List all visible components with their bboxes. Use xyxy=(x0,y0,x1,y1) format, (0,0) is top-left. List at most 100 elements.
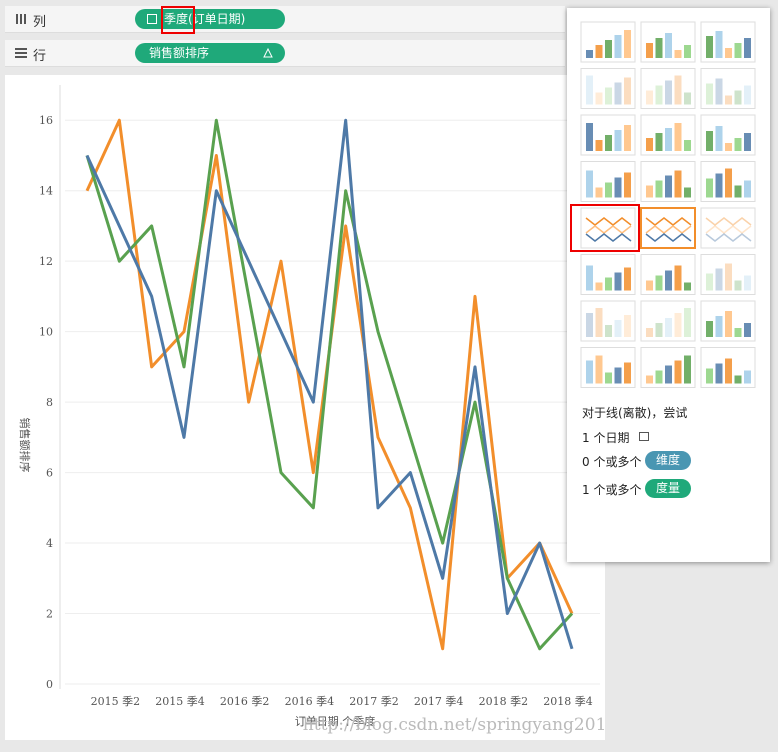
thumb-shape xyxy=(624,125,631,151)
rows-shelf[interactable]: 行 销售额排序 xyxy=(5,40,565,67)
thumbnail xyxy=(640,68,696,109)
thumb-shape xyxy=(586,170,593,198)
thumb-shape xyxy=(605,40,612,58)
thumb-shape xyxy=(684,187,691,198)
thumb-shape xyxy=(674,360,682,384)
thumbnail xyxy=(580,207,636,249)
thumb-shape xyxy=(706,131,713,151)
icon xyxy=(639,432,649,441)
thumb-shape xyxy=(614,320,622,337)
measure-tag: 度量 xyxy=(645,479,691,498)
thumb-shape xyxy=(725,168,732,198)
y-tick-label: 10 xyxy=(39,326,53,339)
pill[interactable]: 销售额排序 xyxy=(135,43,285,63)
thumb-shape xyxy=(744,133,751,151)
thumb-shape xyxy=(614,35,622,58)
thumb-shape xyxy=(674,265,682,291)
thumb-shape xyxy=(586,75,593,105)
thumb-shape xyxy=(734,138,742,151)
y-tick-label: 6 xyxy=(46,467,53,480)
x-tick-label: 2018 季4 xyxy=(543,695,593,708)
thumb-shape xyxy=(706,178,713,198)
requirement: 1 个或多个 xyxy=(582,483,642,497)
shelf-label: 行 xyxy=(33,49,47,64)
thumb-shape xyxy=(655,323,663,337)
thumb-shape xyxy=(734,43,742,58)
thumb-shape xyxy=(706,36,713,58)
thumb-shape xyxy=(684,140,691,151)
thumb-line xyxy=(645,217,692,226)
selection xyxy=(570,204,640,252)
chart: 销售额排序 订单日期 个季度 http://blog.csdn.net/spri… xyxy=(5,75,605,740)
highlight xyxy=(161,6,195,34)
thumb-shape xyxy=(734,328,742,337)
requirement: 0 个或多个 xyxy=(582,455,642,469)
thumb-shape xyxy=(674,75,682,105)
thumb-shape xyxy=(605,135,612,151)
thumb-shape xyxy=(744,275,751,291)
thumb-shape xyxy=(614,367,622,384)
thumb-shape xyxy=(614,82,622,105)
thumb-shape xyxy=(725,358,732,384)
thumb-shape xyxy=(715,173,723,198)
y-tick-label: 16 xyxy=(39,114,53,127)
thumbnail xyxy=(640,300,696,342)
thumb-shape xyxy=(586,50,593,58)
thumbnail xyxy=(580,68,636,109)
thumb-shape xyxy=(614,177,622,198)
columns-shelf[interactable]: 列 季度(订单日期) xyxy=(5,6,565,34)
y-tick-label: 12 xyxy=(39,255,53,268)
thumb-shape xyxy=(586,360,593,384)
thumb-shape xyxy=(655,85,663,105)
pill[interactable]: 季度(订单日期) xyxy=(135,6,285,34)
thumb-shape xyxy=(684,92,691,105)
thumb-shape xyxy=(586,123,593,151)
x-tick-label: 2015 季4 xyxy=(155,695,205,708)
y-axis-title: 销售额排序 xyxy=(18,418,32,473)
thumb-shape xyxy=(674,313,682,337)
thumb-shape xyxy=(684,45,691,58)
thumbnail xyxy=(700,68,756,109)
icon xyxy=(263,48,273,58)
y-tick-label: 0 xyxy=(46,678,53,691)
thumb-shape xyxy=(734,185,742,198)
thumb-shape xyxy=(706,368,713,384)
thumb-shape xyxy=(595,92,603,105)
thumb-shape xyxy=(744,180,751,198)
thumb-line xyxy=(585,217,632,226)
thumb-shape xyxy=(655,38,663,58)
thumb-shape xyxy=(595,45,603,58)
selection xyxy=(640,207,696,249)
thumb-shape xyxy=(715,126,723,151)
thumb-shape xyxy=(655,180,663,198)
thumb-shape xyxy=(744,85,751,105)
series-line xyxy=(85,118,574,650)
y-tick-label: 8 xyxy=(46,396,53,409)
thumb-shape xyxy=(706,83,713,105)
thumbnail xyxy=(700,207,756,249)
thumb-shape xyxy=(614,130,622,151)
thumb-shape xyxy=(674,50,682,58)
thumb-shape xyxy=(665,365,672,384)
thumb-shape xyxy=(674,170,682,198)
thumb-shape xyxy=(646,90,653,105)
y-tick-label: 2 xyxy=(46,608,53,621)
y-tick-label: 4 xyxy=(46,537,53,550)
thumb-shape xyxy=(646,375,653,384)
thumbnail xyxy=(640,207,696,249)
thumb-shape xyxy=(586,265,593,291)
thumb-shape xyxy=(655,133,663,151)
thumb-shape xyxy=(646,280,653,291)
thumb-shape xyxy=(665,33,672,58)
thumb-shape xyxy=(706,321,713,337)
thumbnail xyxy=(700,254,756,295)
thumb-shape xyxy=(624,315,631,337)
thumb-shape xyxy=(665,270,672,291)
thumb-shape xyxy=(624,267,631,291)
thumbnail xyxy=(580,300,636,342)
thumb-shape xyxy=(646,328,653,337)
thumb-shape xyxy=(605,325,612,337)
thumb-shape xyxy=(646,138,653,151)
thumb-shape xyxy=(586,313,593,337)
